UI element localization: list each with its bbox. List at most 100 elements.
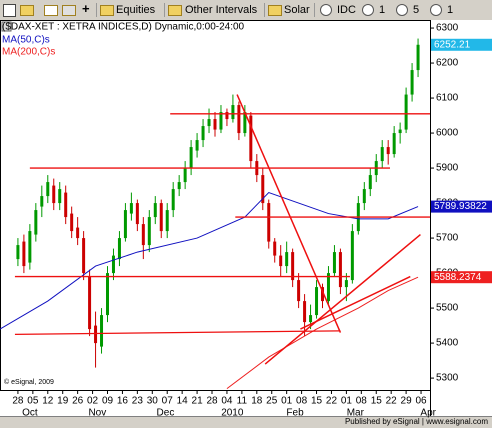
candle-body — [249, 115, 253, 162]
y-tick-label: 6000 — [436, 128, 459, 139]
x-tick-label: 19 — [57, 396, 69, 407]
candle-body — [225, 112, 229, 120]
page-icon[interactable] — [44, 5, 58, 16]
toolbar: + Equities Other Intervals Solar IDC 1 5… — [0, 0, 492, 21]
candle-body — [338, 252, 342, 288]
price-label: 5588.2374 — [434, 272, 482, 283]
folder-icon[interactable] — [268, 5, 282, 16]
separator — [164, 3, 165, 17]
month-label: Apr — [420, 408, 436, 419]
candle-body — [34, 210, 38, 235]
x-tick-label: 22 — [386, 396, 398, 407]
price-label: 6252.21 — [434, 39, 471, 50]
candle-body — [183, 168, 187, 183]
x-tick-label: 21 — [192, 396, 204, 407]
candle-body — [159, 203, 163, 232]
candle-body — [410, 70, 414, 95]
candle-body — [70, 213, 74, 232]
y-tick-label: 5300 — [436, 373, 459, 384]
trendline — [236, 94, 342, 333]
candle-body — [291, 252, 295, 281]
month-label: Feb — [286, 408, 304, 419]
candle-body — [398, 129, 402, 134]
x-tick-label: 08 — [296, 396, 308, 407]
candle-body — [386, 147, 390, 155]
candle-body — [52, 185, 56, 204]
candle-body — [82, 238, 86, 274]
copyright: © eSignal, 2009 — [4, 378, 54, 386]
candle-body — [404, 94, 408, 130]
footer: Published by eSignal | www.esignal.com — [345, 417, 488, 426]
candle-body — [123, 210, 127, 239]
radio-icon[interactable] — [396, 4, 408, 16]
toolbar-item[interactable]: 1 — [447, 4, 454, 16]
trendline — [300, 275, 411, 330]
x-tick-label: 16 — [117, 396, 129, 407]
x-tick-label: 30 — [147, 396, 159, 407]
add-icon[interactable]: + — [82, 1, 90, 16]
x-tick-label: 29 — [401, 396, 413, 407]
candle-body — [177, 182, 181, 190]
candle-body — [141, 224, 145, 246]
candle-body — [237, 105, 241, 134]
toolbar-item[interactable]: IDC — [337, 4, 356, 16]
toolbar-item[interactable]: Equities — [116, 4, 156, 16]
candle-body — [171, 189, 175, 211]
x-tick-label: 07 — [162, 396, 174, 407]
month-label: Mar — [347, 408, 365, 419]
x-tick-label: 05 — [27, 396, 39, 407]
y-tick-label: 6300 — [436, 23, 459, 34]
toolbar-item[interactable]: 5 — [413, 4, 420, 16]
candle-body — [309, 315, 313, 323]
candle-body — [207, 119, 211, 127]
toolbar-item[interactable]: Solar — [284, 4, 310, 16]
toolbar-item[interactable]: Other Intervals — [185, 4, 258, 16]
tool-icon[interactable] — [62, 5, 76, 16]
candle-body — [362, 189, 366, 204]
candle-body — [129, 203, 133, 214]
candle-body — [380, 147, 384, 162]
x-tick-label: 15 — [311, 396, 323, 407]
candle-body — [88, 276, 92, 330]
candle-body — [273, 241, 277, 256]
x-tick-label: 15 — [371, 396, 383, 407]
candle-body — [368, 175, 372, 190]
x-tick-label: 08 — [356, 396, 368, 407]
candle-body — [392, 133, 396, 155]
candle-body — [321, 287, 324, 302]
x-tick-label: 26 — [72, 396, 84, 407]
toolbar-item[interactable]: 1 — [379, 4, 386, 16]
folder-icon[interactable] — [100, 5, 114, 16]
folder-icon[interactable] — [168, 5, 182, 16]
month-label: Oct — [22, 408, 38, 419]
candle-body — [231, 105, 235, 120]
radio-icon[interactable] — [362, 4, 374, 16]
radio-icon[interactable] — [430, 4, 442, 16]
price-label-box — [431, 271, 492, 284]
y-tick-label: 5900 — [436, 163, 459, 174]
month-label: Nov — [88, 408, 106, 419]
candle-body — [315, 287, 319, 316]
y-tick-label: 5700 — [436, 233, 459, 244]
y-tick-label: 5500 — [436, 303, 459, 314]
x-tick-label: 06 — [415, 396, 427, 407]
price-label: 5789.93822 — [434, 201, 487, 212]
chart: ($DAX-XET : XETRA INDICES,D) Dynamic,0:0… — [0, 20, 492, 426]
trendline — [264, 234, 421, 365]
candle-body — [267, 203, 271, 242]
candle-body — [261, 175, 265, 204]
y-tick-label: 6100 — [436, 93, 459, 104]
candle-body — [40, 196, 44, 207]
candle-body — [64, 192, 68, 218]
radio-icon[interactable] — [320, 4, 332, 16]
separator — [96, 3, 97, 17]
candle-body — [22, 241, 26, 267]
candle-body — [153, 203, 157, 218]
folder-icon[interactable] — [20, 5, 34, 16]
price-label-box — [431, 38, 492, 51]
candle-body — [201, 126, 205, 141]
grid-icon[interactable] — [3, 4, 16, 17]
legend-entry: MA(50,C)s — [2, 35, 50, 46]
candle-body — [94, 325, 98, 344]
candle-body — [106, 273, 109, 316]
